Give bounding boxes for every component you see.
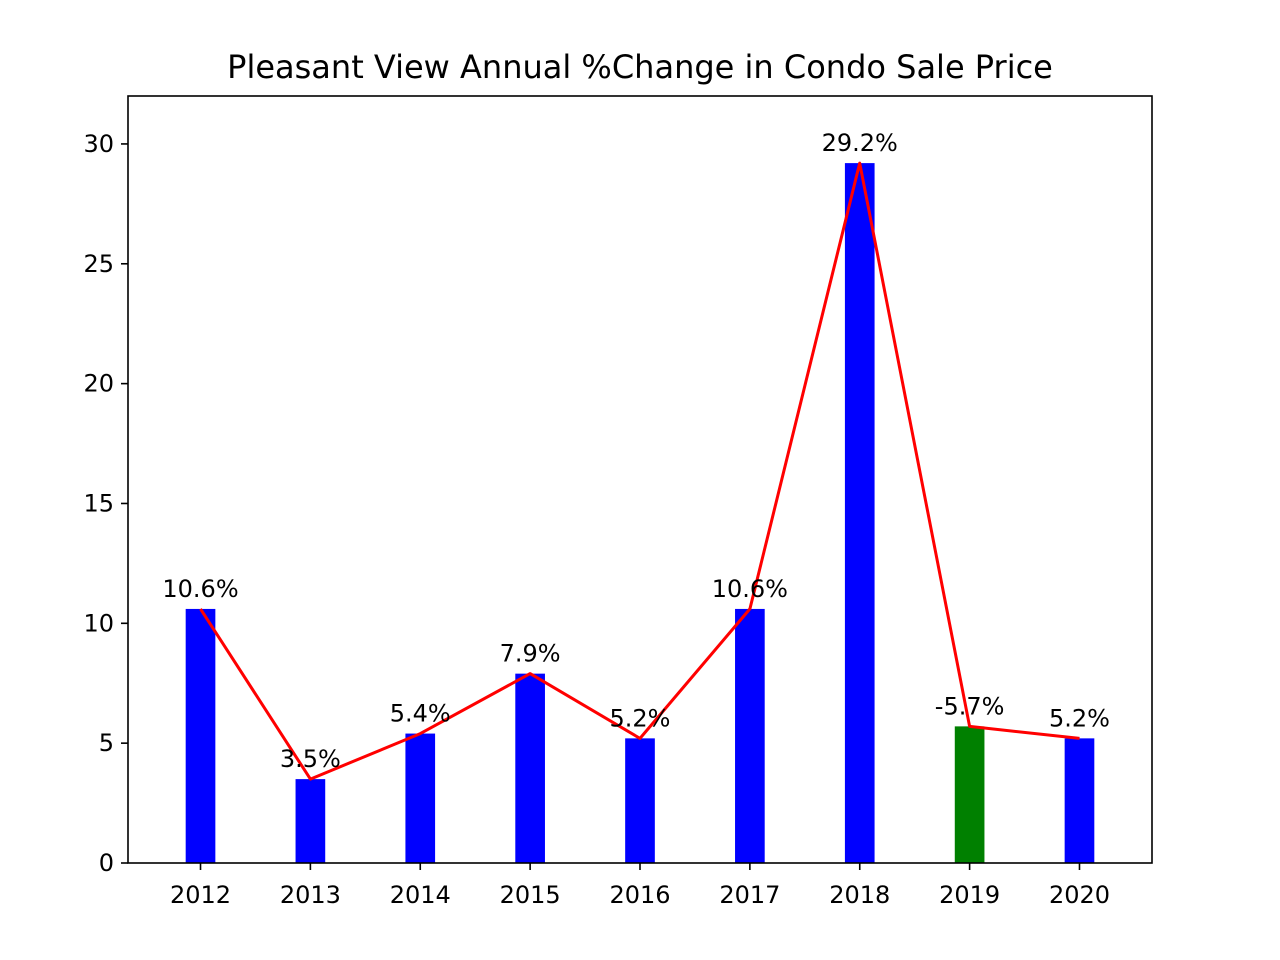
data-label-2017: 10.6% (712, 575, 788, 603)
bar-2015 (515, 673, 545, 863)
y-axis: 0 5 10 15 20 25 30 (83, 130, 128, 877)
data-label-2012: 10.6% (162, 575, 238, 603)
bar-2017 (735, 608, 765, 863)
x-tick-label-2017: 2017 (719, 881, 780, 909)
y-tick-label-5: 5 (99, 729, 114, 757)
data-label-2018: 29.2% (822, 129, 898, 157)
data-label-2016: 5.2% (610, 704, 671, 732)
y-tick-label-15: 15 (83, 489, 114, 517)
bar-2013 (295, 779, 326, 863)
x-tick-label-2020: 2020 (1049, 881, 1110, 909)
bar-2016 (625, 738, 655, 863)
x-tick-label-2016: 2016 (609, 881, 670, 909)
y-tick-label-0: 0 (99, 849, 114, 877)
y-tick-label-10: 10 (83, 609, 114, 637)
bars-layer (185, 163, 1095, 864)
chart-title: Pleasant View Annual %Change in Condo Sa… (227, 48, 1053, 86)
x-tick-label-2014: 2014 (390, 881, 451, 909)
trend-line-layer (199, 161, 1080, 781)
bar-2020 (1064, 738, 1095, 863)
x-tick-label-2012: 2012 (170, 881, 231, 909)
y-tick-label-25: 25 (83, 250, 114, 278)
y-tick-label-30: 30 (83, 130, 114, 158)
x-tick-label-2019: 2019 (939, 881, 1000, 909)
bar-2019 (954, 726, 985, 863)
bar-2018 (844, 163, 875, 864)
data-label-2019: -5.7% (935, 692, 1005, 720)
x-tick-label-2015: 2015 (500, 881, 561, 909)
x-tick-label-2013: 2013 (280, 881, 341, 909)
x-tick-label-2018: 2018 (829, 881, 890, 909)
data-labels-layer: 10.6% 3.5% 5.4% 7.9% 5.2% 10.6% 29.2% -5.7% 5.2% (162, 129, 1110, 773)
data-label-2020: 5.2% (1049, 704, 1110, 732)
data-label-2013: 3.5% (280, 745, 341, 773)
x-axis: 2012 2013 2014 2015 2016 2017 2018 2019 2020 (170, 863, 1110, 909)
bar-2012 (185, 608, 216, 863)
y-tick-label-20: 20 (83, 370, 114, 398)
trend-line (199, 161, 1080, 781)
data-label-2014: 5.4% (390, 700, 451, 728)
bar-2014 (405, 733, 436, 863)
data-label-2015: 7.9% (500, 640, 561, 668)
